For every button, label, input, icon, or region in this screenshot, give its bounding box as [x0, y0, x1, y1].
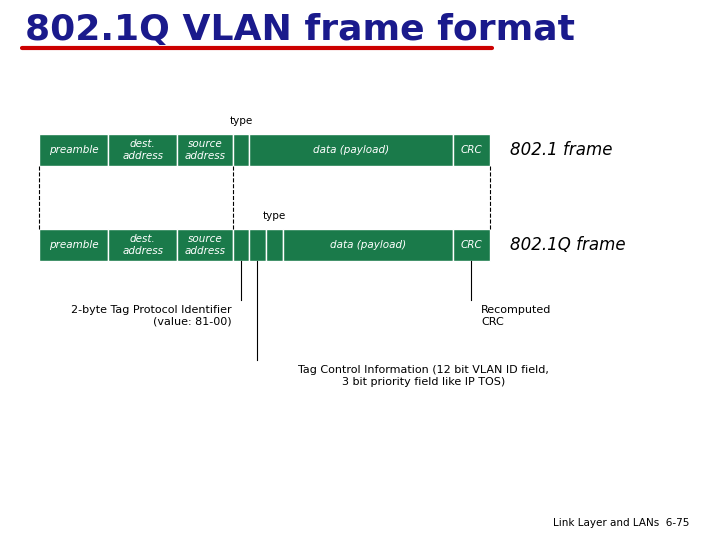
Text: Link Layer and LANs  6-75: Link Layer and LANs 6-75 — [552, 518, 689, 528]
Text: CRC: CRC — [461, 240, 482, 250]
Text: Recomputed
CRC: Recomputed CRC — [481, 305, 552, 327]
Bar — [453, 229, 490, 261]
Text: preamble: preamble — [49, 240, 99, 250]
Bar — [40, 229, 108, 261]
Bar — [40, 134, 108, 166]
Text: 802.1Q VLAN frame format: 802.1Q VLAN frame format — [24, 13, 575, 47]
Bar — [177, 134, 233, 166]
Bar — [233, 134, 249, 166]
Text: dest.
address: dest. address — [122, 139, 163, 161]
Bar — [249, 134, 453, 166]
Bar — [108, 229, 177, 261]
Text: data (payload): data (payload) — [312, 145, 389, 155]
Bar — [284, 229, 453, 261]
Text: 2-byte Tag Protocol Identifier
(value: 81-00): 2-byte Tag Protocol Identifier (value: 8… — [71, 305, 231, 327]
Text: type: type — [263, 211, 287, 221]
Text: source
address: source address — [185, 139, 225, 161]
Bar — [266, 229, 284, 261]
Text: dest.
address: dest. address — [122, 234, 163, 256]
Text: CRC: CRC — [461, 145, 482, 155]
Text: preamble: preamble — [49, 145, 99, 155]
Bar — [108, 134, 177, 166]
Text: 802.1 frame: 802.1 frame — [510, 141, 612, 159]
Bar — [233, 229, 249, 261]
Bar — [249, 229, 266, 261]
Bar — [177, 229, 233, 261]
Text: type: type — [230, 116, 253, 126]
Text: Tag Control Information (12 bit VLAN ID field,
3 bit priority field like IP TOS): Tag Control Information (12 bit VLAN ID … — [298, 365, 549, 387]
Bar — [453, 134, 490, 166]
Text: source
address: source address — [185, 234, 225, 256]
Text: 802.1Q frame: 802.1Q frame — [510, 236, 626, 254]
Text: data (payload): data (payload) — [330, 240, 406, 250]
